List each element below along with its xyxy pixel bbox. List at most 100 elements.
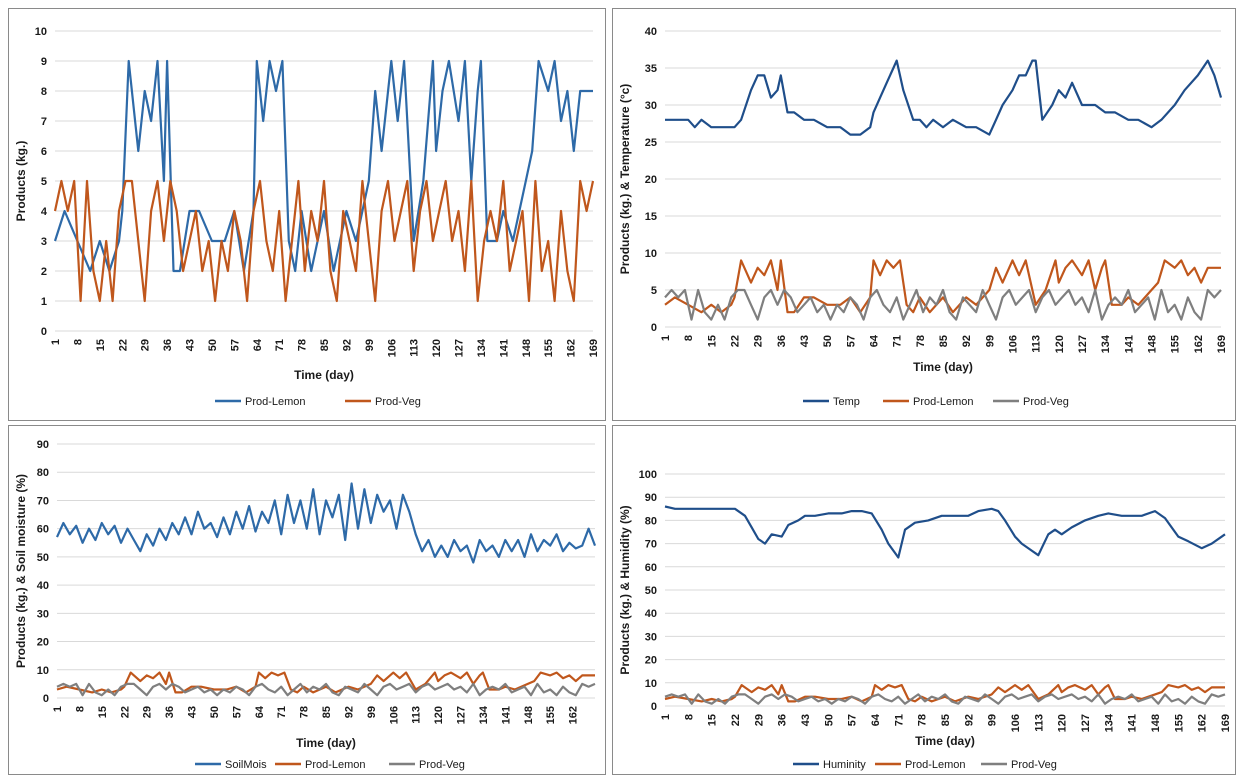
series-line-veg: [664, 693, 1226, 705]
x-tick-label: 43: [799, 335, 811, 347]
legend-label-veg: Prod-Veg: [1023, 396, 1069, 408]
x-tick-label: 50: [209, 706, 221, 718]
x-tick-label: 92: [341, 339, 353, 351]
x-tick-label: 148: [1147, 335, 1159, 353]
x-tick-label: 1: [52, 706, 64, 712]
x-tick-label: 29: [753, 714, 765, 726]
x-axis-label: Time (day): [296, 736, 356, 750]
x-tick-label: 85: [321, 706, 333, 718]
x-tick-label: 120: [1054, 335, 1066, 353]
y-tick-label: 70: [645, 539, 657, 551]
chart-panel-temperature: 0 5 10 15 20 25 30 35 40 1 8 15 22 29 36 43 50 57 64 71 78 85…: [612, 8, 1236, 421]
y-tick-label: 50: [645, 585, 657, 597]
y-tick-label: 0: [43, 693, 49, 705]
x-tick-label: 120: [433, 706, 445, 724]
x-tick-label: 64: [869, 334, 881, 347]
x-tick-label: 162: [1197, 714, 1209, 732]
legend-label-lemon: Prod-Lemon: [913, 396, 974, 408]
x-tick-label: 141: [500, 706, 512, 724]
x-tick-label: 1: [50, 339, 62, 345]
x-tick-label: 148: [521, 339, 533, 357]
x-tick-label: 15: [95, 339, 107, 351]
x-tick-label: 155: [1173, 714, 1185, 732]
x-tick-label: 1: [660, 335, 672, 341]
y-tick-label: 10: [645, 248, 657, 260]
x-tick-label: 113: [411, 706, 423, 724]
y-tick-label: 40: [645, 26, 657, 38]
x-tick-label: 134: [476, 338, 488, 357]
x-tick-label: 113: [1031, 335, 1043, 353]
x-tick-label: 127: [456, 706, 468, 724]
x-tick-label: 50: [822, 335, 834, 347]
y-tick-label: 10: [37, 665, 49, 677]
x-tick-label: 50: [207, 339, 219, 351]
y-tick-label: 3: [41, 236, 47, 248]
y-tick-label: 80: [645, 515, 657, 527]
y-tick-label: 90: [645, 492, 657, 504]
x-axis-label: Time (day): [294, 368, 354, 382]
y-tick-label: 30: [37, 608, 49, 620]
y-tick-label: 60: [645, 562, 657, 574]
x-tick-label: 148: [523, 706, 535, 724]
x-tick-label: 99: [364, 339, 376, 351]
y-tick-label: 8: [41, 86, 47, 98]
x-tick-label: 22: [730, 335, 742, 347]
x-tick-label: 92: [961, 335, 973, 347]
x-axis-label: Time (day): [915, 734, 975, 748]
x-tick-label: 106: [386, 339, 398, 357]
y-tick-label: 80: [37, 467, 49, 479]
x-tick-label: 134: [1100, 334, 1112, 353]
x-tick-label: 36: [776, 335, 788, 347]
legend-label-lemon: Prod-Lemon: [245, 396, 306, 408]
x-tick-label: 162: [566, 339, 578, 357]
y-tick-label: 40: [37, 580, 49, 592]
legend-label-veg: Prod-Veg: [375, 396, 421, 408]
x-tick-label: 29: [140, 339, 152, 351]
y-tick-label: 100: [639, 469, 657, 481]
x-tick-label: 120: [431, 339, 443, 357]
x-tick-label: 148: [1150, 714, 1162, 732]
y-tick-label: 5: [651, 285, 657, 297]
x-axis-label: Time (day): [913, 360, 973, 374]
x-tick-label: 36: [164, 706, 176, 718]
y-tick-label: 10: [645, 678, 657, 690]
x-tick-label: 57: [845, 335, 857, 347]
x-tick-label: 106: [388, 706, 400, 724]
x-tick-label: 169: [1216, 335, 1228, 353]
y-tick-label: 25: [645, 137, 657, 149]
x-tick-label: 85: [319, 339, 331, 351]
chart-panel-humidity: 0 10 20 30 40 50 60 70 80 90 100 1 8 15 22 29 36 43 50 57 64…: [612, 425, 1236, 775]
x-tick-label: 85: [940, 714, 952, 726]
series-line-hum: [664, 505, 1226, 559]
x-tick-label: 162: [1193, 335, 1205, 353]
x-tick-label: 36: [777, 714, 789, 726]
x-tick-label: 120: [1057, 714, 1069, 732]
x-tick-label: 57: [231, 706, 243, 718]
chart-4-svg: 0 10 20 30 40 50 60 70 80 90 100 1 8 15 22 29 36 43 50 57 64…: [618, 469, 1232, 771]
y-tick-label: 1: [41, 296, 47, 308]
chart-panel-soil-moisture: 0 10 20 30 40 50 60 70 80 90 1 8 15 22 29 36 43 50 57 64 71 7…: [8, 425, 606, 775]
chart-panel-lemon-veg: 0 1 2 3 4 5 6 7 8 9 10 1 8 15 22 29 36 43 50 57 64 71 78 85 92 99…: [8, 8, 606, 421]
x-tick-label: 155: [543, 339, 555, 357]
x-tick-label: 15: [97, 706, 109, 718]
x-tick-label: 99: [984, 335, 996, 347]
legend-label-lemon: Prod-Lemon: [305, 759, 366, 771]
x-tick-label: 71: [892, 335, 904, 347]
x-tick-label: 141: [1127, 714, 1139, 732]
x-tick-label: 64: [870, 713, 882, 726]
legend-label-veg: Prod-Veg: [419, 759, 465, 771]
chart-2-svg: 0 5 10 15 20 25 30 35 40 1 8 15 22 29 36 43 50 57 64 71 78 85…: [618, 26, 1228, 408]
y-axis-label: Products (kg.) & Temperature (°c): [618, 84, 632, 275]
x-tick-label: 8: [683, 335, 695, 341]
y-tick-label: 90: [37, 439, 49, 451]
x-tick-label: 155: [545, 706, 557, 724]
y-tick-label: 6: [41, 146, 47, 158]
y-tick-label: 30: [645, 631, 657, 643]
x-tick-label: 71: [274, 339, 286, 351]
y-tick-label: 9: [41, 56, 47, 68]
legend-label-soil: SoilMois: [225, 759, 267, 771]
x-tick-label: 127: [454, 339, 466, 357]
x-tick-label: 99: [987, 714, 999, 726]
x-tick-label: 92: [343, 706, 355, 718]
